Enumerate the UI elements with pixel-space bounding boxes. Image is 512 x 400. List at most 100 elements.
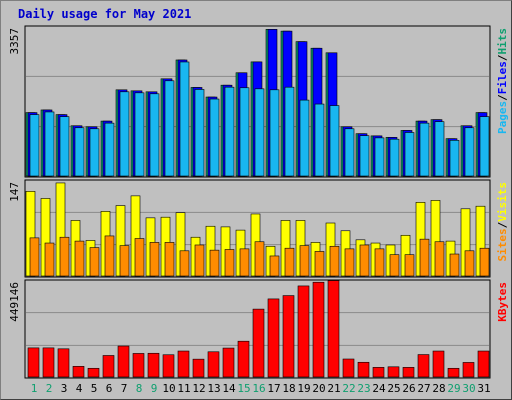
pages-bar-day-30 — [464, 127, 475, 177]
x-tick-label-day-14: 14 — [222, 382, 236, 395]
kbytes-bar-day-22 — [342, 358, 355, 378]
pages-bar-day-12 — [194, 89, 205, 177]
kbytes-bar-day-15 — [237, 340, 250, 378]
kbytes-bar-day-16 — [252, 308, 265, 378]
sites-bar-day-13 — [209, 249, 220, 277]
kbytes-bar-day-12 — [192, 358, 205, 378]
pages-bar-day-19 — [299, 99, 310, 177]
x-tick-label-day-11: 11 — [177, 382, 190, 395]
kbytes-bar-day-6 — [102, 355, 115, 378]
x-tick-label-day-21: 21 — [327, 382, 340, 395]
x-tick-label-day-18: 18 — [282, 382, 295, 395]
x-tick-label-day-19: 19 — [297, 382, 310, 395]
pages-bar-day-7 — [119, 91, 130, 177]
kbytes-bar-day-24 — [372, 367, 385, 378]
sites-bar-day-3 — [59, 236, 70, 277]
sites-bar-day-24 — [374, 248, 385, 277]
x-tick-label-day-16: 16 — [252, 382, 265, 395]
x-tick-label-day-2: 2 — [46, 382, 53, 395]
pages-bar-day-31 — [479, 116, 490, 177]
pages-bar-day-15 — [239, 87, 250, 177]
kbytes-bar-day-1 — [27, 347, 40, 378]
kbytes-bar-day-4 — [72, 366, 85, 378]
kbytes-bar-day-31 — [477, 350, 490, 378]
top-legend-part: Files — [496, 61, 509, 94]
x-tick-label-day-12: 12 — [192, 382, 205, 395]
x-tick-label-day-30: 30 — [462, 382, 475, 395]
x-tick-label-day-25: 25 — [387, 382, 400, 395]
kbytes-bar-day-17 — [267, 298, 280, 378]
middle-legend-part: Sites — [496, 228, 509, 261]
sites-bar-day-5 — [89, 247, 100, 277]
bottom-legend-part: KBytes — [496, 282, 509, 322]
pages-bar-day-5 — [89, 128, 100, 177]
pages-bar-day-21 — [329, 105, 340, 177]
x-tick-label-day-22: 22 — [342, 382, 355, 395]
sites-bar-day-18 — [284, 247, 295, 277]
pages-bar-day-20 — [314, 103, 325, 177]
top-legend-part: / — [496, 54, 509, 61]
sites-bar-day-22 — [344, 248, 355, 277]
kbytes-bar-day-3 — [57, 348, 70, 378]
sites-bar-day-29 — [449, 253, 460, 277]
pages-bar-day-9 — [149, 93, 160, 177]
kbytes-bar-day-20 — [312, 281, 325, 378]
kbytes-bar-day-14 — [222, 347, 235, 378]
pages-bar-day-28 — [434, 121, 445, 177]
pages-bar-day-18 — [284, 86, 295, 177]
sites-bar-day-20 — [314, 251, 325, 277]
kbytes-bar-day-11 — [177, 350, 190, 378]
kbytes-bar-day-9 — [147, 352, 160, 378]
sites-bar-day-1 — [29, 237, 40, 277]
sites-bar-day-7 — [119, 245, 130, 277]
sites-bar-day-4 — [74, 240, 85, 277]
pages-bar-day-2 — [44, 111, 55, 177]
x-tick-label-day-9: 9 — [151, 382, 158, 395]
sites-bar-day-28 — [434, 241, 445, 277]
sites-bar-day-17 — [269, 255, 280, 277]
top-legend-part: / — [496, 94, 509, 101]
kbytes-bar-day-29 — [447, 367, 460, 378]
kbytes-bar-day-23 — [357, 361, 370, 378]
pages-bar-day-23 — [359, 135, 370, 177]
kbytes-bar-day-10 — [162, 354, 175, 378]
middle-legend-part: / — [496, 221, 509, 228]
x-tick-label-day-5: 5 — [91, 382, 98, 395]
x-tick-label-day-4: 4 — [76, 382, 83, 395]
x-tick-label-day-29: 29 — [447, 382, 460, 395]
x-tick-label-day-27: 27 — [417, 382, 430, 395]
chart-title: Daily usage for May 2021 — [18, 7, 192, 21]
sites-bar-day-2 — [44, 242, 55, 277]
sites-bar-day-23 — [359, 244, 370, 277]
kbytes-bar-day-27 — [417, 354, 430, 378]
pages-bar-day-13 — [209, 98, 220, 177]
sites-bar-day-26 — [404, 254, 415, 277]
pages-bar-day-26 — [404, 132, 415, 177]
pages-bar-day-29 — [449, 140, 460, 177]
kbytes-bar-day-8 — [132, 353, 145, 378]
kbytes-bar-day-21 — [327, 280, 340, 378]
x-tick-label-day-17: 17 — [267, 382, 280, 395]
pages-bar-day-4 — [74, 127, 85, 177]
pages-bar-day-10 — [164, 80, 175, 177]
sites-bar-day-16 — [254, 241, 265, 277]
middle-ymax-label: 147 — [8, 182, 21, 202]
top-legend: Pages/Files/Hits — [496, 28, 509, 134]
middle-legend-part: Visits — [496, 182, 509, 222]
sites-bar-day-21 — [329, 245, 340, 277]
sites-bar-day-31 — [479, 247, 490, 277]
kbytes-bar-day-13 — [207, 351, 220, 378]
sites-bar-day-19 — [299, 245, 310, 277]
x-tick-label-day-10: 10 — [162, 382, 175, 395]
bottom-legend: KBytes — [496, 282, 509, 322]
kbytes-bar-day-18 — [282, 295, 295, 378]
kbytes-bar-day-7 — [117, 345, 130, 378]
pages-bar-day-3 — [59, 116, 70, 177]
pages-bar-day-27 — [419, 122, 430, 177]
sites-bar-day-14 — [224, 249, 235, 277]
x-tick-label-day-8: 8 — [136, 382, 143, 395]
sites-bar-day-30 — [464, 250, 475, 277]
pages-bar-day-8 — [134, 92, 145, 177]
pages-bar-day-22 — [344, 128, 355, 177]
sites-bar-day-6 — [104, 235, 115, 277]
